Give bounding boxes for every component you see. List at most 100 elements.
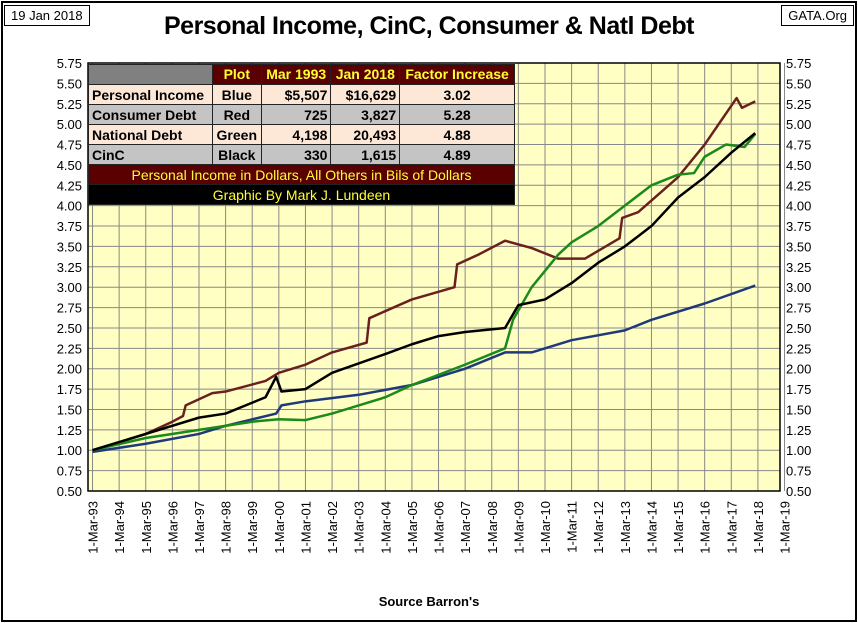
x-tick-label: 1-Mar-99 <box>245 501 260 554</box>
y-tick-label-right: 2.75 <box>786 301 811 316</box>
x-tick-label: 1-Mar-17 <box>724 501 739 554</box>
y-tick-label-right: 1.25 <box>786 423 811 438</box>
series-line-consumer-debt <box>92 96 756 452</box>
y-tick-label-right: 3.00 <box>786 280 811 295</box>
y-tick-label-left: 5.75 <box>57 56 82 71</box>
source-label: Source Barron's <box>378 594 480 609</box>
y-tick-label-left: 4.50 <box>57 158 82 173</box>
date-label: 19 Jan 2018 <box>4 5 90 26</box>
table-row: Personal Income Blue $5,507 $16,629 3.02 <box>88 84 515 105</box>
y-tick-label-left: 2.75 <box>57 301 82 316</box>
x-tick-label: 1-Mar-19 <box>778 501 793 554</box>
x-tick-label: 1-Mar-08 <box>485 501 500 554</box>
x-tick-label: 1-Mar-01 <box>298 501 313 554</box>
x-tick-label: 1-Mar-04 <box>378 501 393 554</box>
chart-title: Personal Income, CinC, Consumer & Natl D… <box>164 12 695 40</box>
y-tick-label-left: 1.00 <box>57 443 82 458</box>
cell-mar1993: 330 <box>260 144 332 165</box>
units-note-row: Personal Income in Dollars, All Others i… <box>88 164 515 185</box>
y-tick-label-right: 3.50 <box>786 239 811 254</box>
credit-row: Graphic By Mark J. Lundeen <box>88 184 515 205</box>
y-tick-label-left: 1.25 <box>57 423 82 438</box>
x-tick-label: 1-Mar-16 <box>698 501 713 554</box>
y-tick-label-right: 5.00 <box>786 117 811 132</box>
y-tick-label-right: 0.75 <box>786 464 811 479</box>
y-tick-label-left: 3.75 <box>57 219 82 234</box>
cell-mar1993: 725 <box>260 104 332 125</box>
x-tick-label: 1-Mar-03 <box>352 501 367 554</box>
y-tick-label-left: 4.25 <box>57 178 82 193</box>
cell-name: CinC <box>88 144 213 165</box>
x-tick-label: 1-Mar-13 <box>618 501 633 554</box>
x-tick-label: 1-Mar-18 <box>751 501 766 554</box>
y-tick-label-left: 2.25 <box>57 341 82 356</box>
y-tick-label-left: 1.50 <box>57 402 82 417</box>
y-tick-label-right: 5.25 <box>786 97 811 112</box>
plot-border <box>87 62 781 492</box>
cell-name: Personal Income <box>88 84 213 105</box>
y-tick-label-right: 0.50 <box>786 484 811 499</box>
table-row: Consumer Debt Red 725 3,827 5.28 <box>88 104 515 125</box>
y-tick-label-right: 1.75 <box>786 382 811 397</box>
y-tick-label-right: 1.00 <box>786 443 811 458</box>
x-tick-label: 1-Mar-14 <box>644 501 659 554</box>
y-tick-label-right: 3.75 <box>786 219 811 234</box>
cell-jan2018: 3,827 <box>330 104 401 125</box>
x-tick-label: 1-Mar-09 <box>511 501 526 554</box>
x-tick-label: 1-Mar-96 <box>165 501 180 554</box>
cell-jan2018: $16,629 <box>330 84 401 105</box>
table-header-row: Plot Mar 1993 Jan 2018 Factor Increase <box>88 64 515 85</box>
y-tick-label-left: 5.25 <box>57 97 82 112</box>
header-blank <box>88 64 213 85</box>
y-tick-label-right: 2.00 <box>786 362 811 377</box>
cell-jan2018: 20,493 <box>330 124 401 145</box>
y-tick-label-left: 5.50 <box>57 76 82 91</box>
cell-plot: Red <box>211 104 262 125</box>
units-note: Personal Income in Dollars, All Others i… <box>88 164 515 185</box>
y-tick-label-left: 2.00 <box>57 362 82 377</box>
cell-jan2018: 1,615 <box>330 144 401 165</box>
y-tick-label-right: 4.50 <box>786 158 811 173</box>
x-tick-label: 1-Mar-06 <box>432 501 447 554</box>
x-tick-label: 1-Mar-97 <box>192 501 207 554</box>
y-tick-label-right: 5.50 <box>786 76 811 91</box>
cell-factor: 3.02 <box>399 84 515 105</box>
x-tick-label: 1-Mar-02 <box>325 501 340 554</box>
y-tick-label-right: 4.00 <box>786 199 811 214</box>
series-line-cinc <box>92 132 757 452</box>
y-tick-label-left: 0.75 <box>57 464 82 479</box>
x-tick-label: 1-Mar-07 <box>458 501 473 554</box>
y-tick-label-left: 2.50 <box>57 321 82 336</box>
y-tick-label-right: 4.75 <box>786 138 811 153</box>
table-row: National Debt Green 4,198 20,493 4.88 <box>88 124 515 145</box>
y-tick-label-left: 0.50 <box>57 484 82 499</box>
cell-factor: 4.89 <box>399 144 515 165</box>
cell-name: National Debt <box>88 124 213 145</box>
x-tick-label: 1-Mar-94 <box>112 501 127 554</box>
site-label: GATA.Org <box>781 5 854 26</box>
x-tick-label: 1-Mar-15 <box>671 501 686 554</box>
x-tick-label: 1-Mar-05 <box>405 501 420 554</box>
y-tick-label-left: 3.25 <box>57 260 82 275</box>
table-row: CinC Black 330 1,615 4.89 <box>88 144 515 165</box>
header-plot: Plot <box>211 64 262 85</box>
credit: Graphic By Mark J. Lundeen <box>88 184 515 205</box>
y-tick-label-right: 2.50 <box>786 321 811 336</box>
cell-mar1993: $5,507 <box>260 84 332 105</box>
cell-factor: 4.88 <box>399 124 515 145</box>
y-tick-label-left: 4.75 <box>57 138 82 153</box>
cell-plot: Black <box>211 144 262 165</box>
y-tick-label-left: 4.00 <box>57 199 82 214</box>
y-tick-label-left: 3.00 <box>57 280 82 295</box>
x-tick-label: 1-Mar-98 <box>219 501 234 554</box>
data-table: Plot Mar 1993 Jan 2018 Factor Increase P… <box>88 64 515 205</box>
y-tick-label-right: 1.50 <box>786 402 811 417</box>
y-tick-label-left: 1.75 <box>57 382 82 397</box>
x-tick-label: 1-Mar-12 <box>591 501 606 554</box>
y-tick-label-right: 3.25 <box>786 260 811 275</box>
x-tick-label: 1-Mar-95 <box>139 501 154 554</box>
y-tick-label-right: 4.25 <box>786 178 811 193</box>
cell-factor: 5.28 <box>399 104 515 125</box>
header-factor: Factor Increase <box>399 64 515 85</box>
x-tick-label: 1-Mar-93 <box>86 501 101 554</box>
